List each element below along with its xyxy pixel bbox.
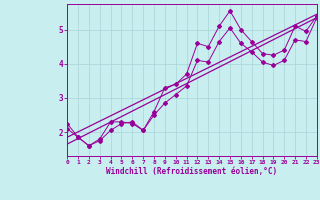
X-axis label: Windchill (Refroidissement éolien,°C): Windchill (Refroidissement éolien,°C) xyxy=(107,167,277,176)
